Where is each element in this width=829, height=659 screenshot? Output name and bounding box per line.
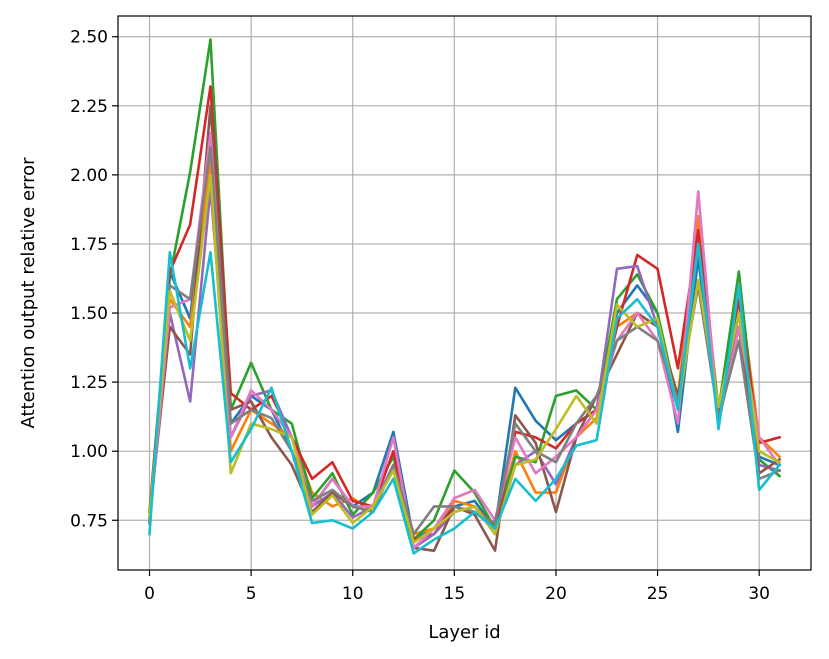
series-line-3 <box>148 38 782 541</box>
y-tick-label: 1.00 <box>70 442 108 462</box>
plot-frame <box>117 15 812 571</box>
y-tick-label: 2.25 <box>70 97 108 117</box>
series-lines <box>148 38 782 555</box>
x-tick-label: 25 <box>647 584 669 604</box>
x-tick-label: 5 <box>246 584 257 604</box>
series-line-7 <box>148 132 782 550</box>
x-tick-label: 0 <box>144 584 155 604</box>
y-tick-label: 2.00 <box>70 166 108 186</box>
y-tick-label: 1.75 <box>70 235 108 255</box>
series-line-6 <box>148 104 782 552</box>
y-axis-label: Attention output relative error <box>18 157 39 429</box>
y-tick-label: 1.50 <box>70 304 108 324</box>
x-axis-ticks: 0 5 10 15 20 25 30 <box>144 570 770 604</box>
y-tick-label: 2.50 <box>70 28 108 48</box>
x-axis-label: Layer id <box>428 622 500 643</box>
series-line-10 <box>148 242 782 555</box>
x-tick-label: 20 <box>545 584 567 604</box>
y-tick-label: 0.75 <box>70 511 108 531</box>
x-tick-label: 10 <box>342 584 364 604</box>
x-tick-label: 30 <box>748 584 770 604</box>
y-axis-ticks: 0.75 1.00 1.25 1.50 1.75 2.00 2.25 2.50 <box>70 28 118 531</box>
grid <box>118 16 811 570</box>
x-tick-label: 15 <box>444 584 466 604</box>
y-tick-label: 1.25 <box>70 373 108 393</box>
